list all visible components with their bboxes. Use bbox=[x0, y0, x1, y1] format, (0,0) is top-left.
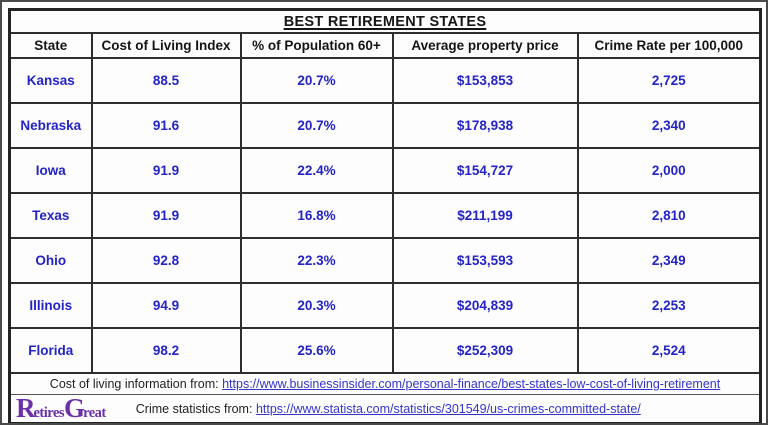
table-row-ohio: Ohio 92.8 22.3% $153,593 2,349 bbox=[8, 237, 762, 284]
col-header-pct-population-60-plus: % of Population 60+ bbox=[239, 32, 394, 59]
cost-of-living-source-row: Cost of living information from: https:/… bbox=[8, 372, 762, 395]
cell-state: Texas bbox=[8, 192, 93, 239]
cell-crime-rate: 2,810 bbox=[576, 192, 762, 239]
table-row-florida: Florida 98.2 25.6% $252,309 2,524 bbox=[8, 327, 762, 374]
logo-text-etires: etires bbox=[33, 405, 65, 421]
cell-average-property-price: $154,727 bbox=[391, 147, 579, 194]
cell-crime-rate: 2,000 bbox=[576, 147, 762, 194]
cell-state: Nebraska bbox=[8, 102, 93, 149]
cell-average-property-price: $204,839 bbox=[391, 282, 579, 329]
col-header-crime-rate-per-100000: Crime Rate per 100,000 bbox=[576, 32, 762, 59]
logo-letter-g: G bbox=[64, 394, 85, 423]
cost-source-link[interactable]: https://www.businessinsider.com/personal… bbox=[222, 377, 721, 391]
crime-source-link[interactable]: https://www.statista.com/statistics/3015… bbox=[255, 401, 641, 416]
cell-state: Ohio bbox=[8, 237, 93, 284]
table-row-iowa: Iowa 91.9 22.4% $154,727 2,000 bbox=[8, 147, 762, 194]
table-row-texas: Texas 91.9 16.8% $211,199 2,810 bbox=[8, 192, 762, 239]
table-row-nebraska: Nebraska 91.6 20.7% $178,938 2,340 bbox=[8, 102, 762, 149]
cell-crime-rate: 2,340 bbox=[576, 102, 762, 149]
cell-average-property-price: $252,309 bbox=[391, 327, 579, 374]
cell-cost-of-living-index: 94.9 bbox=[90, 282, 242, 329]
title-row: BEST RETIREMENT STATES bbox=[8, 8, 762, 34]
crime-source-label: Crime statistics from: bbox=[135, 401, 253, 416]
cell-cost-of-living-index: 91.9 bbox=[90, 147, 242, 194]
cell-state: Illinois bbox=[8, 282, 93, 329]
cost-source-label: Cost of living information from: bbox=[49, 377, 219, 391]
cell-cost-of-living-index: 91.6 bbox=[90, 102, 242, 149]
cell-pct-population-60-plus: 22.4% bbox=[239, 147, 394, 194]
cell-crime-rate: 2,725 bbox=[576, 57, 762, 104]
table-row-kansas: Kansas 88.5 20.7% $153,853 2,725 bbox=[8, 57, 762, 104]
cell-crime-rate: 2,253 bbox=[576, 282, 762, 329]
cell-pct-population-60-plus: 25.6% bbox=[239, 327, 394, 374]
col-header-average-property-price: Average property price bbox=[391, 32, 579, 59]
cell-pct-population-60-plus: 20.7% bbox=[239, 57, 394, 104]
cell-average-property-price: $153,853 bbox=[391, 57, 579, 104]
cell-average-property-price: $211,199 bbox=[391, 192, 579, 239]
table-row-illinois: Illinois 94.9 20.3% $204,839 2,253 bbox=[8, 282, 762, 329]
cell-crime-rate: 2,349 bbox=[576, 237, 762, 284]
cell-average-property-price: $178,938 bbox=[391, 102, 579, 149]
column-header-row: State Cost of Living Index % of Populati… bbox=[8, 32, 762, 59]
table-title: BEST RETIREMENT STATES bbox=[283, 13, 487, 30]
col-header-state: State bbox=[8, 32, 93, 59]
cell-state: Kansas bbox=[8, 57, 93, 104]
best-retirement-states-table: BEST RETIREMENT STATES State Cost of Liv… bbox=[8, 8, 763, 423]
cell-pct-population-60-plus: 20.3% bbox=[239, 282, 394, 329]
logo-letter-r: R bbox=[16, 394, 35, 423]
cell-cost-of-living-index: 88.5 bbox=[90, 57, 242, 104]
logo-text-reat: reat bbox=[83, 405, 106, 421]
cell-pct-population-60-plus: 20.7% bbox=[239, 102, 394, 149]
cell-cost-of-living-index: 91.9 bbox=[90, 192, 242, 239]
cell-pct-population-60-plus: 16.8% bbox=[239, 192, 394, 239]
cell-average-property-price: $153,593 bbox=[391, 237, 579, 284]
cell-pct-population-60-plus: 22.3% bbox=[239, 237, 394, 284]
cell-state: Iowa bbox=[8, 147, 93, 194]
col-header-cost-of-living-index: Cost of Living Index bbox=[90, 32, 242, 59]
cell-cost-of-living-index: 98.2 bbox=[90, 327, 242, 374]
cell-cost-of-living-index: 92.8 bbox=[90, 237, 242, 284]
cell-state: Florida bbox=[8, 327, 93, 374]
cell-crime-rate: 2,524 bbox=[576, 327, 762, 374]
